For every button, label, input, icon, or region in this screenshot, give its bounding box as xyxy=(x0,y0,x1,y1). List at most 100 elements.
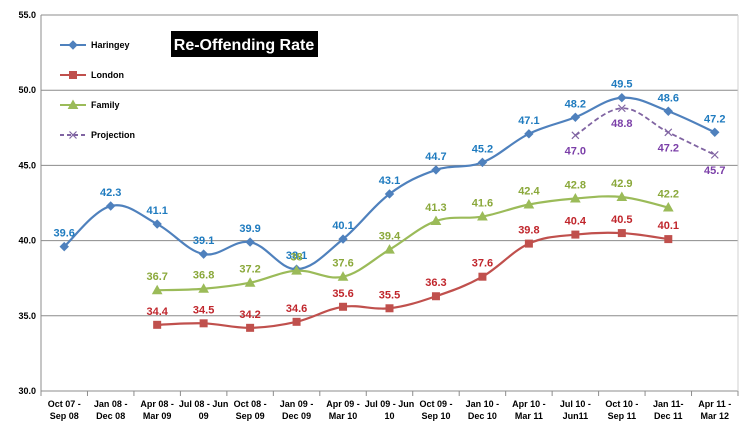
data-label-haringey: 40.1 xyxy=(332,220,353,232)
chart-title: Re-Offending Rate xyxy=(174,37,315,54)
data-label-family: 41.3 xyxy=(425,202,446,214)
data-label-family: 37.2 xyxy=(239,264,260,276)
y-tick-label: 30.0 xyxy=(18,386,36,396)
data-point-london xyxy=(524,239,533,248)
legend-label: Haringey xyxy=(91,40,130,50)
data-label-haringey: 45.2 xyxy=(472,143,493,155)
data-point-london xyxy=(339,302,348,311)
data-label-london: 34.5 xyxy=(193,304,214,316)
data-label-london: 34.2 xyxy=(239,309,260,321)
x-tick-label: Jan 11-Dec 11 xyxy=(653,399,684,421)
data-point-haringey xyxy=(59,241,69,252)
legend-marker xyxy=(68,40,78,50)
y-tick-label: 45.0 xyxy=(18,160,36,170)
data-point-family xyxy=(662,201,674,212)
series xyxy=(59,93,720,332)
data-label-family: 36.7 xyxy=(146,271,167,283)
chart-title-background xyxy=(171,31,318,57)
data-label-london: 35.5 xyxy=(379,289,400,301)
data-label-family: 41.6 xyxy=(472,198,493,210)
x-tick-label: Apr 10 -Mar 11 xyxy=(512,399,546,421)
x-tick-label: Apr 09 -Mar 10 xyxy=(326,399,360,421)
data-point-haringey xyxy=(198,249,209,259)
legend-marker xyxy=(69,71,77,79)
data-point-london xyxy=(478,272,487,281)
legend-item-family: Family xyxy=(60,99,120,110)
data-point-family xyxy=(244,277,256,287)
y-tick-label: 35.0 xyxy=(18,311,36,321)
data-point-haringey xyxy=(570,112,581,122)
legend-label: London xyxy=(91,70,124,80)
data-label-haringey: 44.7 xyxy=(425,151,446,163)
data-point-family xyxy=(198,283,209,293)
series-family xyxy=(151,191,674,295)
legend-item-projection: Projection xyxy=(60,130,135,140)
data-label-haringey: 39.9 xyxy=(239,223,260,235)
series-london xyxy=(153,229,673,332)
data-point-haringey xyxy=(663,106,674,116)
series-projection xyxy=(571,104,719,159)
data-point-family xyxy=(616,191,628,201)
data-label-family: 42.4 xyxy=(518,186,540,198)
legend-label: Projection xyxy=(91,130,135,140)
data-point-haringey xyxy=(105,201,116,211)
data-point-family xyxy=(337,271,349,281)
data-point-haringey xyxy=(384,189,395,199)
data-point-family xyxy=(384,244,395,254)
data-point-haringey xyxy=(245,237,255,247)
x-tick-label: Jan 10 -Dec 10 xyxy=(466,399,500,421)
data-label-haringey: 39.6 xyxy=(54,228,75,240)
x-tick-label: Jul 09 - Jun 10 xyxy=(365,399,415,421)
data-point-london xyxy=(617,229,626,238)
x-tick-label: Oct 10 -Sep 11 xyxy=(605,399,638,421)
data-label-projection: 47.0 xyxy=(565,145,586,157)
data-point-projection xyxy=(571,131,580,140)
data-label-projection: 45.7 xyxy=(704,165,725,177)
x-tick-label: Jan 09 -Dec 09 xyxy=(280,399,314,421)
x-tick-label: Apr 08 -Mar 09 xyxy=(140,399,174,421)
data-point-family xyxy=(477,211,488,221)
data-point-london xyxy=(664,235,673,244)
data-label-haringey: 38.1 xyxy=(286,250,307,262)
data-label-haringey: 41.1 xyxy=(146,205,167,217)
data-label-projection: 47.2 xyxy=(658,142,679,154)
data-point-london xyxy=(571,230,580,239)
data-point-projection xyxy=(617,104,626,113)
data-point-family xyxy=(570,192,581,203)
data-label-family: 42.2 xyxy=(658,189,679,201)
series-line-london xyxy=(157,231,669,329)
data-label-family: 37.6 xyxy=(332,258,353,270)
data-label-haringey: 49.5 xyxy=(611,79,632,91)
x-tick-label: Jan 08 -Dec 08 xyxy=(94,399,128,421)
data-label-haringey: 42.3 xyxy=(100,187,121,199)
data-point-haringey xyxy=(431,165,441,175)
data-point-haringey xyxy=(617,93,627,103)
data-label-london: 40.1 xyxy=(658,220,679,232)
y-tick-label: 55.0 xyxy=(18,10,36,20)
data-point-london xyxy=(385,304,394,313)
data-point-haringey xyxy=(477,157,488,168)
data-point-family xyxy=(523,198,535,209)
y-tick-label: 40.0 xyxy=(18,236,36,246)
data-label-family: 39.4 xyxy=(379,231,401,243)
data-point-london xyxy=(199,319,208,328)
data-point-haringey xyxy=(338,234,348,244)
x-tick-label: Jul 08 - Jun 09 xyxy=(179,399,229,421)
data-label-haringey: 47.1 xyxy=(518,115,539,127)
data-point-projection xyxy=(710,150,719,159)
data-point-family xyxy=(151,284,163,295)
data-label-london: 35.6 xyxy=(332,288,353,300)
data-point-london xyxy=(246,323,255,332)
legend: Haringey London Family Projection xyxy=(60,40,135,140)
data-label-haringey: 43.1 xyxy=(379,175,400,187)
legend-item-london: London xyxy=(60,70,124,80)
data-label-london: 36.3 xyxy=(425,277,446,289)
data-point-haringey xyxy=(710,127,720,138)
x-tick-label: Oct 07 -Sep 08 xyxy=(48,399,81,421)
data-label-family: 38 xyxy=(290,252,302,264)
data-label-london: 34.4 xyxy=(146,306,168,318)
data-point-projection xyxy=(664,128,673,137)
